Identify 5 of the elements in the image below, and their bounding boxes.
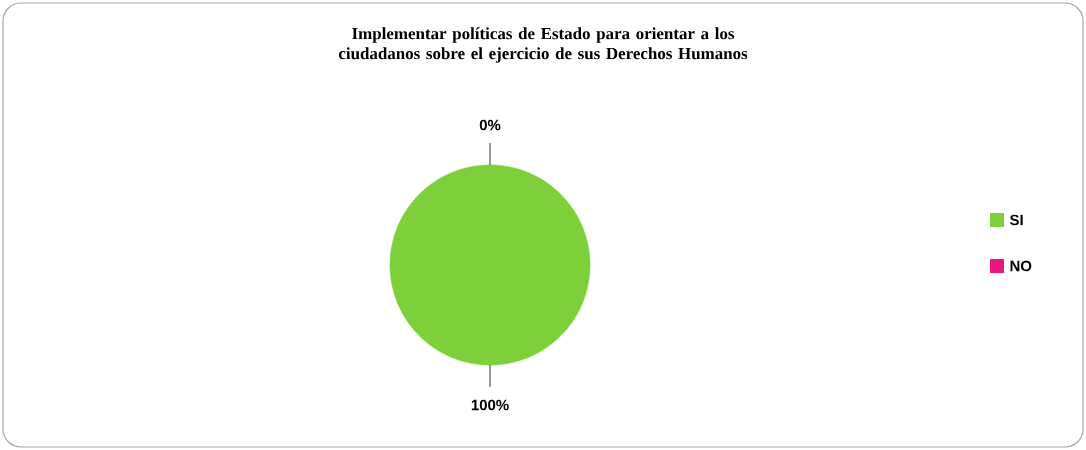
text: 0% — [479, 119, 501, 131]
chart-title: Implementar políticas de Estado para orientar a los ciudadanos sobre el ejercicio de sus Derechos Humanos — [338, 27, 748, 63]
data-label: 100% — [471, 399, 509, 411]
legend-label: SI — [1009, 214, 1023, 226]
legend-label: NO — [1010, 260, 1032, 272]
